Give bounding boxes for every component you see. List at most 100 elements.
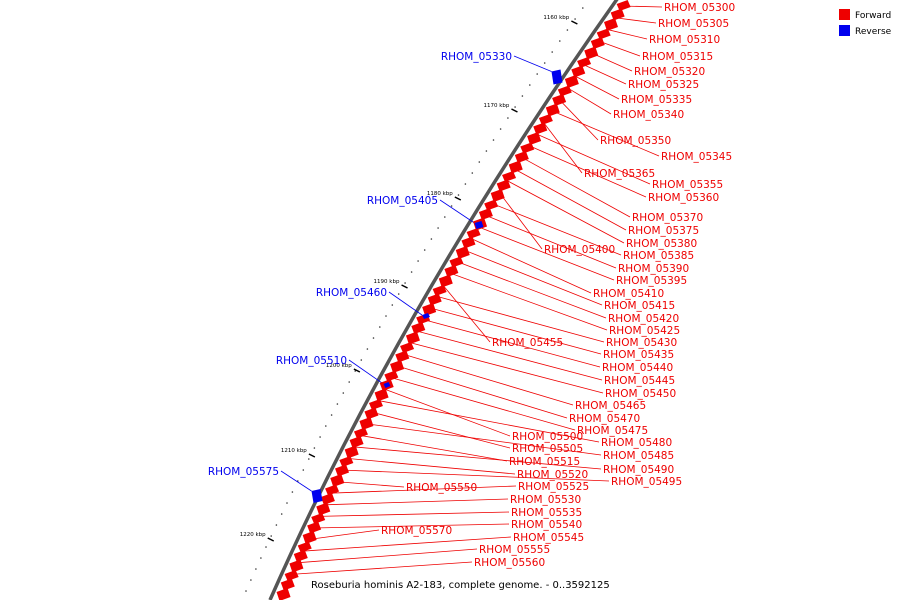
forward-leader-line <box>353 446 602 470</box>
forward-leader-line <box>455 260 607 319</box>
forward-gene-block <box>610 8 625 21</box>
forward-gene-block <box>280 578 295 591</box>
forward-leader-line <box>462 249 603 306</box>
forward-gene-block <box>603 18 618 31</box>
minor-tick-dot <box>499 128 502 130</box>
legend: Forward Reverse <box>839 9 892 37</box>
minor-tick-dot <box>444 216 446 218</box>
forward-leader-line <box>358 434 508 462</box>
forward-gene-block <box>276 588 291 600</box>
minor-tick-dot <box>286 502 288 504</box>
forward-gene-block <box>514 151 529 163</box>
minor-tick-dot <box>291 491 294 493</box>
forward-gene-label: RHOM_05305 <box>658 18 729 30</box>
forward-gene-label: RHOM_05320 <box>634 66 705 78</box>
forward-leader-line <box>402 353 574 406</box>
forward-gene-block <box>455 246 470 259</box>
forward-leader-line <box>491 202 622 256</box>
forward-gene-block <box>422 303 437 316</box>
forward-gene-block <box>364 407 379 420</box>
reverse-gene-label: RHOM_05510 <box>276 355 347 367</box>
forward-gene-block <box>461 236 476 249</box>
minor-tick-dot <box>265 546 267 548</box>
forward-gene-label: RHOM_05450 <box>605 388 676 400</box>
forward-gene-block <box>344 445 359 459</box>
tick-label: 1160 kbp <box>543 15 569 21</box>
forward-gene-label: RHOM_05475 <box>577 425 648 437</box>
forward-gene-block <box>571 65 586 78</box>
forward-gene-label: RHOM_05535 <box>511 507 582 519</box>
forward-leader-line <box>341 469 610 482</box>
forward-gene-label: RHOM_05365 <box>584 168 655 180</box>
forward-gene-block <box>444 265 459 277</box>
forward-leader-line <box>614 17 657 24</box>
forward-leader-line <box>442 284 491 343</box>
forward-gene-label: RHOM_05560 <box>474 557 545 569</box>
forward-gene-label: RHOM_05370 <box>632 212 703 224</box>
minor-tick-dot <box>430 238 433 240</box>
forward-gene-label: RHOM_05425 <box>609 325 680 337</box>
forward-leader-line <box>347 458 516 475</box>
forward-leader-line <box>329 485 517 494</box>
forward-leader-line <box>396 365 568 419</box>
minor-tick-dot <box>485 150 488 152</box>
forward-gene-block <box>353 427 368 439</box>
tick-mark <box>401 284 408 289</box>
minor-tick-dot <box>302 469 305 471</box>
minor-tick-dot <box>464 183 467 185</box>
reverse-gene-block <box>474 221 484 229</box>
forward-leader-line <box>513 168 627 231</box>
forward-leader-line <box>581 63 627 85</box>
minor-tick-dot <box>397 293 400 295</box>
minor-tick-dot <box>336 403 339 405</box>
forward-leader-line <box>296 548 478 564</box>
forward-gene-label: RHOM_05505 <box>512 443 583 455</box>
forward-gene-label: RHOM_05490 <box>603 464 674 476</box>
minor-tick-dot <box>348 381 351 383</box>
forward-gene-block <box>596 28 611 40</box>
tick-label: 1210 kbp <box>281 448 307 454</box>
tick-mark <box>454 196 462 201</box>
minor-tick-dot <box>514 106 516 108</box>
forward-gene-label: RHOM_05570 <box>381 525 452 537</box>
forward-gene-label: RHOM_05550 <box>406 482 477 494</box>
forward-gene-label: RHOM_05435 <box>603 349 674 361</box>
gene-labels: RHOM_05330 RHOM_05405 RHOM_05460 RHOM_05510… <box>208 2 735 569</box>
tick-mark <box>571 20 578 25</box>
forward-gene-block <box>590 37 605 49</box>
minor-tick-dot <box>566 29 569 31</box>
reverse-gene-label: RHOM_05330 <box>441 51 512 63</box>
forward-gene-block <box>289 559 304 573</box>
minor-tick-dot <box>270 535 273 537</box>
forward-gene-block <box>316 502 331 516</box>
forward-gene-block <box>411 322 426 334</box>
minor-tick-dots <box>245 7 584 592</box>
minor-tick-dot <box>385 315 387 317</box>
minor-tick-dot <box>450 205 453 207</box>
tick-label: 1180 kbp <box>427 191 453 197</box>
forward-leader-line <box>476 226 615 281</box>
forward-gene-label: RHOM_05360 <box>648 192 719 204</box>
forward-gene-block <box>405 331 420 345</box>
minor-tick-dot <box>379 326 381 328</box>
minor-tick-dot <box>319 436 321 438</box>
forward-leader-line <box>307 529 380 540</box>
forward-leader-line <box>597 40 641 57</box>
forward-gene-label: RHOM_05495 <box>611 476 682 488</box>
legend-swatch-forward <box>839 9 850 20</box>
forward-gene-label: RHOM_05485 <box>603 450 674 462</box>
minor-tick-dot <box>342 392 345 394</box>
forward-leader-line <box>449 272 608 331</box>
minor-tick-dot <box>330 414 333 416</box>
forward-gene-label: RHOM_05395 <box>616 275 687 287</box>
forward-gene-block <box>466 228 481 239</box>
forward-gene-label: RHOM_05545 <box>513 532 584 544</box>
forward-gene-label: RHOM_05555 <box>479 544 550 556</box>
forward-gene-block <box>577 57 592 68</box>
forward-gene-label: RHOM_05390 <box>618 263 689 275</box>
forward-gene-label: RHOM_05470 <box>569 413 640 425</box>
reverse-gene-label: RHOM_05405 <box>367 195 438 207</box>
forward-gene-block <box>496 179 511 192</box>
forward-leader-line <box>291 561 473 575</box>
